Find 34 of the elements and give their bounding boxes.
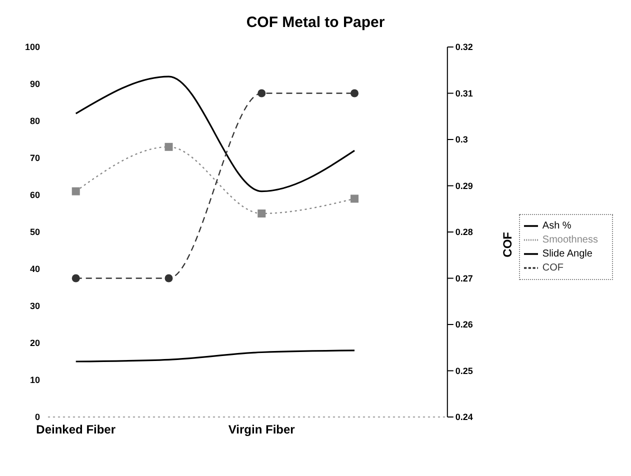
point <box>164 142 173 151</box>
y-tick-label: 40 <box>30 264 40 274</box>
y2-tick-label: 0.32 <box>455 42 473 52</box>
y-tick-label: 10 <box>30 375 40 386</box>
y-tick-label: 30 <box>30 301 40 312</box>
point <box>72 187 80 196</box>
line-series <box>75 76 356 192</box>
legend-label: Slide Angle <box>542 248 592 260</box>
y-tick-label: 20 <box>30 338 40 348</box>
y2-tick-label: 0.28 <box>455 227 473 238</box>
y2-axis-title: COF <box>500 232 515 258</box>
y2-tick-label: 0.31 <box>455 88 473 98</box>
legend-label: Ash % <box>542 220 572 232</box>
y-tick-label: 0 <box>34 412 40 422</box>
y2-tick-label: 0.26 <box>455 320 473 330</box>
legend-label: Smoothness <box>542 234 598 246</box>
y2-tick-label: 0.27 <box>455 273 473 284</box>
y-tick-label: 60 <box>30 190 40 200</box>
y2-tick-label: 0.25 <box>455 366 473 376</box>
y-tick-label: 100 <box>24 42 40 52</box>
y2-tick-label: 0.29 <box>455 180 473 191</box>
x-tick-label: Deinked Fiber <box>36 422 116 437</box>
y-tick-label: 70 <box>30 153 40 164</box>
y-tick-label: 50 <box>30 227 40 238</box>
y2-tick-label: 0.3 <box>455 134 468 145</box>
x-tick-label: Virgin Fiber <box>228 422 296 437</box>
y-tick-label: 90 <box>30 79 40 90</box>
legend-label: COF <box>542 262 564 274</box>
y2-tick-label: 0.24 <box>455 412 473 422</box>
line-series <box>75 350 356 362</box>
y-tick-label: 80 <box>30 116 40 126</box>
point <box>258 210 266 218</box>
chart-title: COF Metal to Paper <box>245 14 386 31</box>
point <box>350 194 359 203</box>
